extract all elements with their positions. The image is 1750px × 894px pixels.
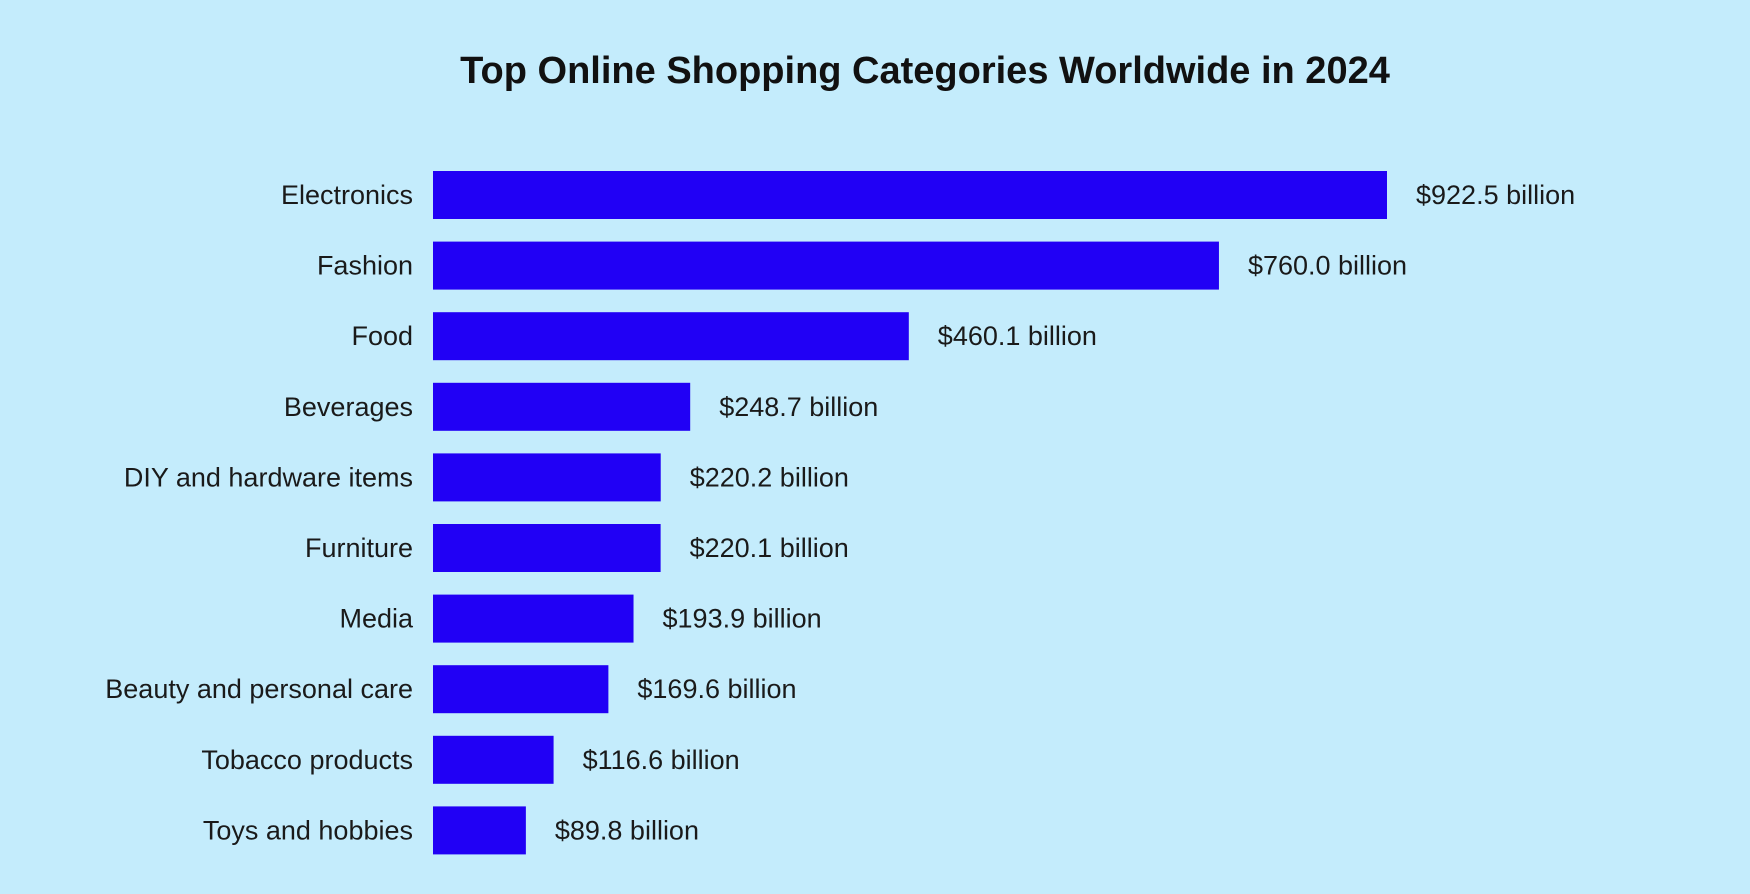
bar-beauty-and-personal-care xyxy=(433,665,609,714)
bar-diy-and-hardware-items xyxy=(433,453,661,502)
bar-fashion xyxy=(433,241,1219,290)
value-label: $760.0 billion xyxy=(1248,251,1407,281)
category-label: Beauty and personal care xyxy=(105,674,413,704)
bars-group: Electronics $922.5 billion Fashion $760.0 b… xyxy=(105,171,1575,855)
bar-electronics xyxy=(433,171,1387,219)
category-label: Fashion xyxy=(317,251,413,281)
chart-title: Top Online Shopping Categories Worldwide… xyxy=(460,50,1390,92)
category-label: Toys and hobbies xyxy=(203,815,413,845)
value-label: $220.2 billion xyxy=(690,462,849,492)
value-label: $248.7 billion xyxy=(719,392,878,422)
value-label: $220.1 billion xyxy=(690,533,849,563)
value-label: $116.6 billion xyxy=(583,745,740,775)
category-label: DIY and hardware items xyxy=(124,462,413,492)
bar-media xyxy=(433,594,634,643)
category-label: Media xyxy=(339,604,414,634)
value-label: $922.5 billion xyxy=(1416,180,1575,210)
category-label: Beverages xyxy=(284,392,413,422)
bar-tobacco-products xyxy=(433,735,554,784)
value-label: $169.6 billion xyxy=(637,674,796,704)
value-label: $193.9 billion xyxy=(663,604,822,634)
bar-toys-and-hobbies xyxy=(433,806,526,855)
value-label: $460.1 billion xyxy=(938,321,1097,351)
category-label: Food xyxy=(351,321,413,351)
category-label: Electronics xyxy=(281,180,413,210)
bar-furniture xyxy=(433,524,661,572)
bar-food xyxy=(433,312,909,361)
category-label: Furniture xyxy=(305,533,413,563)
category-label: Tobacco products xyxy=(201,745,413,775)
value-label: $89.8 billion xyxy=(555,815,699,845)
bar-beverages xyxy=(433,382,691,431)
